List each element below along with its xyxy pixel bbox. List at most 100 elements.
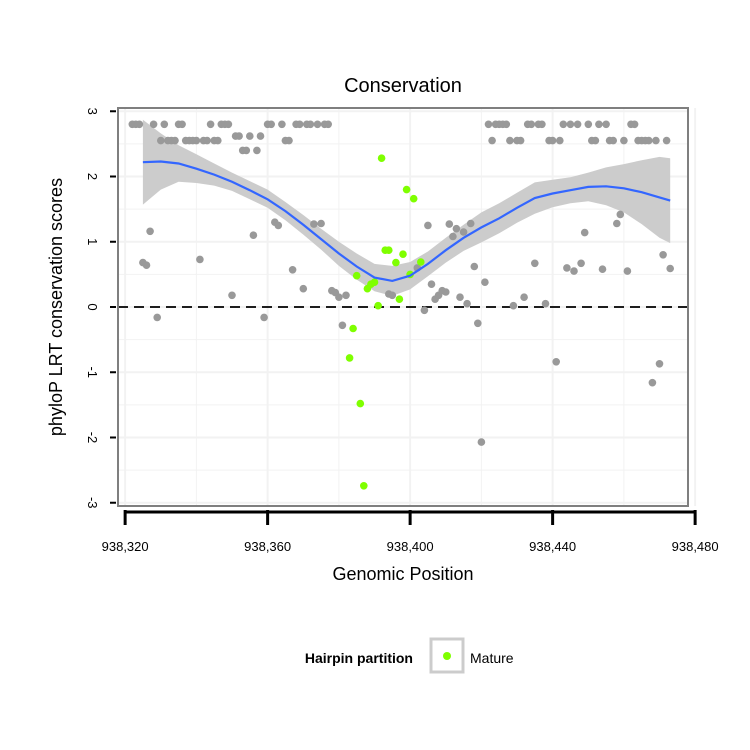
point-other [246,132,254,140]
y-axis: -3 -2 -1 0 1 2 3 [85,108,116,509]
point-other [652,136,660,145]
point-other [527,120,536,129]
point-other [531,259,539,268]
point-other [420,306,429,315]
x-tick-label: 938,480 [672,539,719,554]
point-mature [409,194,418,203]
point-other [445,220,454,228]
point-other [313,120,322,129]
point-other [548,136,557,145]
point-other [598,265,607,274]
point-other [242,146,251,155]
point-other [285,136,293,145]
y-tick-label: 3 [85,108,100,115]
point-other [135,120,144,129]
point-other [452,224,461,233]
x-axis: 938,320 938,360 938,400 938,440 938,480 [102,510,719,554]
point-other [288,266,297,274]
point-other [157,136,165,145]
point-other [178,120,186,129]
point-other [324,120,333,129]
point-other [278,120,286,129]
point-other [655,360,664,368]
point-other [573,120,582,129]
point-mature [377,154,386,162]
point-other [267,120,276,129]
point-other [666,264,674,273]
point-other [466,219,475,228]
point-other [502,120,511,129]
point-other [160,120,169,129]
point-other [570,267,578,275]
point-other [538,120,546,129]
point-other [214,136,222,145]
point-other [556,136,564,145]
y-tick-label: -1 [85,366,100,378]
point-mature [399,250,407,258]
point-other [203,136,211,145]
point-other [299,284,308,293]
point-mature [349,324,357,333]
point-other [424,221,432,230]
point-other [260,313,268,322]
point-other [613,219,621,228]
point-other [509,301,518,310]
point-other [463,299,471,308]
chart-title: Conservation [344,75,462,97]
point-other [149,120,158,129]
point-other [253,146,261,155]
smooth-line [142,160,671,283]
data-points [128,120,674,490]
y-axis-title: phyloP LRT conservation scores [46,178,66,436]
legend-title: Hairpin partition [305,650,413,666]
point-mature [370,278,379,287]
point-other [584,120,593,129]
point-other [516,136,525,145]
point-other [427,280,436,289]
x-tick-label: 938,440 [529,539,576,554]
point-other [474,319,482,328]
legend-mature-icon [443,652,451,660]
point-other [662,136,671,145]
point-other [541,299,550,308]
point-mature [360,482,368,490]
point-other [620,136,628,145]
y-tick-label: 0 [85,303,100,310]
point-other [442,288,450,296]
point-other [456,293,464,302]
point-other [470,262,479,271]
point-other [630,120,639,129]
point-other [256,132,265,140]
point-mature [345,354,354,362]
point-other [506,136,514,145]
x-tick-label: 938,400 [387,539,434,554]
point-other [142,261,151,270]
point-mature [392,258,400,267]
point-other [228,291,236,300]
point-other [552,358,560,366]
point-other [566,120,575,129]
point-other [310,220,318,228]
point-other [602,120,610,129]
point-mature [395,295,404,304]
x-tick-label: 938,360 [244,539,291,554]
point-other [459,228,468,236]
y-tick-label: -2 [85,432,100,444]
legend-label-mature: Mature [470,650,514,666]
plot-border [117,107,689,507]
x-axis-title: Genomic Position [332,564,473,584]
point-mature [352,271,361,280]
point-other [295,120,304,129]
point-other [146,227,154,236]
point-other [484,120,493,129]
point-other [342,291,350,300]
legend: Hairpin partition Mature [305,637,514,674]
point-mature [385,246,393,254]
point-other [317,219,325,228]
y-tick-label: -3 [85,497,100,509]
point-other [224,120,233,129]
point-other [559,120,568,129]
point-other [449,232,457,241]
point-mature [374,301,382,310]
